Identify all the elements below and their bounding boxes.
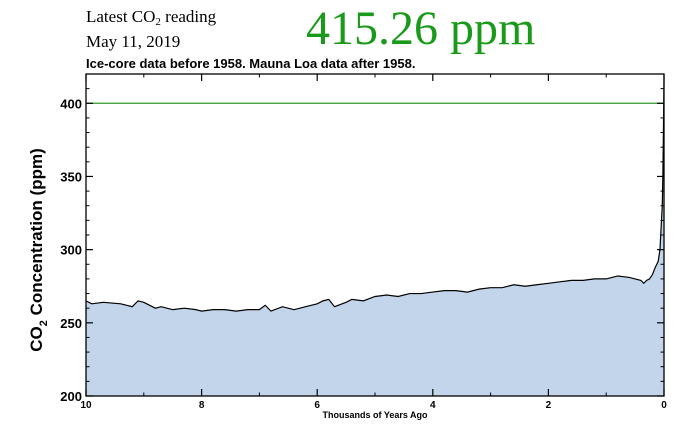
latest-reading-label: Latest CO2 reading — [86, 6, 216, 28]
y-axis-title-prefix: CO — [27, 326, 46, 352]
y-tick-label: 350 — [60, 169, 82, 184]
y-axis-title-subscript: 2 — [38, 320, 50, 326]
x-tick-label: 8 — [199, 400, 205, 411]
x-tick-label: 10 — [80, 400, 92, 411]
plot-area — [85, 73, 665, 397]
reading-label-subscript: 2 — [155, 16, 161, 28]
y-tick-label: 300 — [60, 243, 82, 258]
x-tick-label: 0 — [661, 400, 667, 411]
y-axis-title: CO2 Concentration (ppm) — [27, 148, 50, 352]
reading-value: 415.26 ppm — [306, 2, 536, 55]
reading-label-prefix: Latest CO — [86, 7, 156, 26]
co2-series-line — [85, 81, 665, 312]
reading-date: May 11, 2019 — [86, 32, 181, 51]
y-tick-label: 250 — [60, 316, 82, 331]
x-tick-label: 6 — [314, 400, 320, 411]
x-tick-label: 4 — [430, 400, 436, 411]
axis-ticks: 200 250 300 350 400 10 8 6 4 2 0 — [60, 74, 667, 411]
reading-label-suffix: reading — [160, 7, 217, 26]
y-tick-label: 200 — [60, 389, 82, 404]
y-axis-title-suffix: Concentration (ppm) — [27, 148, 46, 320]
y-tick-label: 400 — [60, 96, 82, 111]
x-tick-label: 2 — [546, 400, 552, 411]
x-axis-title: Thousands of Years Ago — [322, 410, 428, 420]
data-source-note: Ice-core data before 1958. Mauna Loa dat… — [86, 56, 416, 71]
co2-area-fill — [86, 81, 664, 396]
